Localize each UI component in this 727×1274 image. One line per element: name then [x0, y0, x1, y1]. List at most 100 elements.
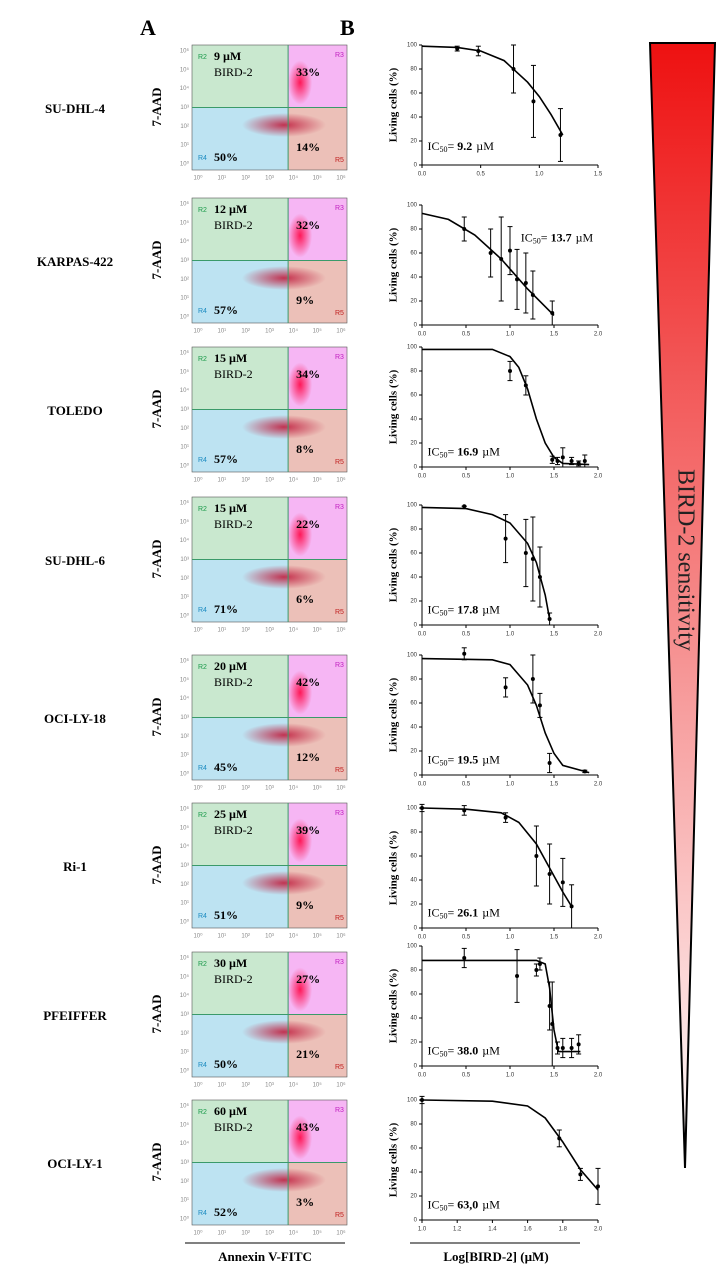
x-tick-label: 10³ — [265, 478, 274, 484]
y-tick-label: 40 — [410, 275, 417, 281]
y-axis-label: Living cells (%) — [388, 227, 400, 302]
x-tick-label: 10⁶ — [336, 1082, 346, 1089]
y-tick-label: 0 — [414, 1064, 418, 1070]
x-tick-label: 10⁴ — [289, 328, 299, 335]
gate-label: R4 — [198, 607, 207, 614]
y-tick-label: 100 — [407, 806, 418, 812]
data-point — [534, 854, 539, 858]
data-point — [531, 99, 536, 104]
x-tick-label: 2.0 — [594, 935, 603, 941]
y-tick-label: 40 — [410, 575, 417, 581]
ic50-value: 26.1 — [457, 905, 478, 919]
ic50-equals: = — [448, 602, 455, 616]
x-tick-label: 10² — [241, 786, 250, 792]
x-tick-label: 2.0 — [594, 474, 603, 480]
dose: 30 µM — [214, 956, 247, 970]
y-tick-label: 100 — [407, 43, 418, 49]
pct-r5: 8% — [296, 442, 314, 456]
y-tick-label: 10⁵ — [180, 518, 190, 525]
x-tick-label: 0.5 — [462, 632, 471, 638]
y-tick-label: 100 — [407, 203, 418, 209]
y-axis-label: 7-AAD — [149, 241, 164, 280]
data-point — [560, 455, 565, 460]
gate-label: R2 — [198, 812, 207, 819]
gate-r2 — [192, 803, 289, 866]
ic50-label: IC50= 16.9 µM — [428, 444, 501, 459]
gate-label: R5 — [335, 609, 344, 616]
x-tick-label: 10⁶ — [336, 627, 346, 634]
y-tick-label: 0 — [414, 773, 418, 779]
x-tick-label: 1.5 — [550, 332, 559, 338]
gate-r2 — [192, 45, 289, 108]
gate-label: R3 — [335, 205, 344, 212]
x-tick-label: 1.5 — [550, 782, 559, 788]
y-tick-label: 20 — [410, 299, 417, 305]
y-tick-label: 0 — [414, 1218, 418, 1224]
ic50-value: 13.7 — [551, 230, 572, 244]
cell-line: Ri-1 — [63, 859, 87, 874]
ic50-subscript: 50 — [440, 1049, 448, 1058]
cell-cluster — [288, 1115, 313, 1160]
cell-line: OCI-LY-18 — [44, 711, 106, 726]
gate-label: R3 — [335, 662, 344, 669]
y-tick-label: 10⁰ — [180, 771, 190, 778]
x-tick-label: 10⁰ — [193, 477, 203, 484]
x-tick-label: 2.0 — [594, 1073, 603, 1079]
pct-r4: 71% — [214, 602, 238, 616]
y-tick-label: 0 — [414, 163, 418, 169]
pct-r4: 45% — [214, 760, 238, 774]
drug: BIRD-2 — [214, 823, 253, 837]
cell-cluster — [242, 1020, 326, 1044]
ic50-equals: = — [448, 444, 455, 458]
data-point — [537, 575, 542, 579]
ic50-label: IC50= 19.5 µM — [428, 752, 501, 767]
ic50-prefix: IC — [428, 905, 440, 919]
gate-r2 — [192, 347, 289, 410]
ic50-label: IC50= 38.0 µM — [428, 1043, 501, 1058]
x-tick-label: 2.0 — [594, 332, 603, 338]
y-tick-label: 20 — [410, 902, 417, 908]
x-tick-label: 10⁵ — [313, 933, 323, 940]
x-tick-label: 10⁶ — [336, 1230, 346, 1237]
y-tick-label: 80 — [410, 677, 417, 683]
y-axis-label: 7-AAD — [149, 390, 164, 429]
gate-r2 — [192, 497, 289, 560]
y-axis-label: 7-AAD — [149, 846, 164, 885]
pct-r5: 3% — [296, 1195, 314, 1209]
y-tick-label: 20 — [410, 1040, 417, 1046]
dose: 12 µM — [214, 202, 247, 216]
ic50-unit: µM — [476, 139, 494, 153]
y-tick-label: 60 — [410, 1146, 417, 1152]
x-tick-label: 0.5 — [462, 474, 471, 480]
x-tick-label: 10² — [241, 329, 250, 335]
gate-label: R4 — [198, 155, 207, 162]
y-tick-label: 10⁰ — [180, 613, 190, 620]
x-tick-label: 0.0 — [418, 172, 427, 178]
y-tick-label: 10⁵ — [180, 973, 190, 980]
y-tick-label: 10⁶ — [180, 350, 190, 357]
ic50-equals: = — [448, 752, 455, 766]
x-tick-label: 10⁶ — [336, 933, 346, 940]
data-point — [488, 251, 493, 255]
y-tick-label: 80 — [410, 830, 417, 836]
gate-label: R5 — [335, 310, 344, 317]
y-tick-label: 10⁵ — [180, 219, 190, 226]
x-tick-label: 0.5 — [462, 332, 471, 338]
x-tick-label: 2.0 — [594, 632, 603, 638]
y-tick-label: 20 — [410, 1194, 417, 1200]
x-tick-label: 10³ — [265, 1083, 274, 1089]
pct-r4: 50% — [214, 150, 238, 164]
y-tick-label: 100 — [407, 1098, 418, 1104]
cell-cluster — [288, 60, 313, 105]
y-tick-label: 100 — [407, 653, 418, 659]
data-point — [547, 1004, 552, 1008]
y-tick-label: 10⁰ — [180, 314, 190, 321]
data-point — [576, 1042, 581, 1047]
x-tick-label: 1.0 — [506, 474, 515, 480]
cell-cluster — [242, 565, 326, 589]
gate-label: R3 — [335, 810, 344, 817]
x-tick-label: 1.0 — [535, 172, 544, 178]
x-tick-label: 10⁵ — [313, 477, 323, 484]
y-tick-label: 10¹ — [180, 143, 189, 149]
